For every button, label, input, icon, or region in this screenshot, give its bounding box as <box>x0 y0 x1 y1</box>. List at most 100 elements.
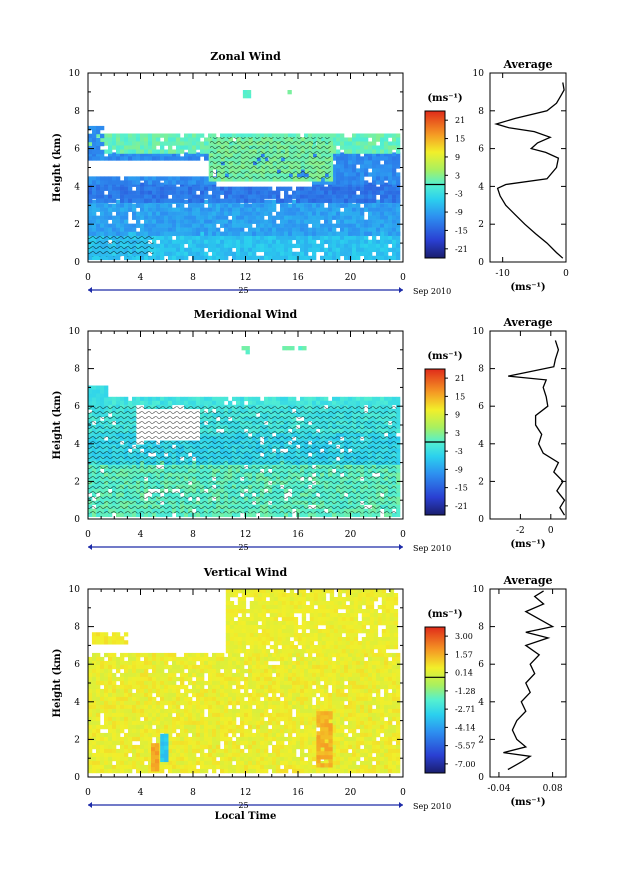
heat-cell <box>140 211 145 216</box>
heat-cell <box>212 215 217 220</box>
heat-cell <box>272 199 277 204</box>
heat-cell <box>244 215 249 220</box>
heat-cell <box>152 235 157 241</box>
heat-cell <box>200 194 205 199</box>
heat-cell <box>352 190 357 195</box>
heat-cell <box>188 137 193 142</box>
heat-cell <box>248 251 253 257</box>
heat-cell <box>160 207 165 212</box>
heat-cell <box>328 190 333 195</box>
heat-cell <box>204 239 209 245</box>
heat-cell <box>92 401 97 406</box>
heat-cell <box>396 190 401 195</box>
heat-cell <box>156 231 161 236</box>
heat-cell <box>356 247 361 253</box>
heat-cell <box>312 190 317 195</box>
heat-cell <box>152 194 157 199</box>
heat-cell <box>224 255 229 261</box>
heat-cell <box>344 152 349 157</box>
heat-cell <box>340 172 345 177</box>
heat-cell <box>264 227 269 232</box>
heat-cell <box>160 211 165 216</box>
heat-cell <box>232 207 237 212</box>
heat-cell <box>164 194 169 199</box>
heat-cell <box>172 231 177 236</box>
heat-cell <box>304 194 309 199</box>
heat-cell <box>268 396 273 402</box>
heat-cell <box>96 149 101 155</box>
heat-cell <box>188 231 193 236</box>
heat-cell <box>348 251 353 257</box>
heat-cell <box>88 182 93 187</box>
heat-cell <box>188 219 193 224</box>
heat-cell <box>340 512 345 518</box>
heat-cell <box>248 133 253 138</box>
heat-cell <box>156 186 161 191</box>
heat-cell <box>108 223 113 228</box>
heat-cell <box>344 251 349 257</box>
heat-cell <box>208 247 213 253</box>
heat-cell <box>396 223 401 228</box>
heat-cell <box>132 198 137 203</box>
heat-cell <box>356 182 361 187</box>
heat-cell <box>252 207 257 212</box>
heat-cell <box>188 133 193 138</box>
heat-cell <box>156 400 161 406</box>
heat-cell <box>316 190 321 195</box>
heat-cell <box>116 190 121 195</box>
heat-cell <box>340 219 345 224</box>
heat-cell <box>164 239 169 245</box>
heat-cell <box>352 255 357 261</box>
heat-cell <box>132 152 137 157</box>
heat-cell <box>228 400 233 406</box>
heat-cell <box>252 190 257 195</box>
heat-cell <box>388 190 393 195</box>
heat-cell <box>288 227 293 232</box>
heat-cell <box>184 396 189 402</box>
heat-cell <box>132 180 137 185</box>
heat-cell <box>388 194 393 199</box>
heat-cell <box>320 243 325 249</box>
heat-cell <box>88 152 93 157</box>
heat-cell <box>148 190 153 195</box>
heat-cell <box>96 145 101 151</box>
heat-cell <box>320 133 325 138</box>
heat-cell <box>360 168 365 173</box>
heat-cell <box>208 133 213 138</box>
heat-cell <box>184 247 189 253</box>
heat-cell <box>176 207 181 212</box>
heat-cell <box>372 156 377 161</box>
heat-cell <box>392 194 397 199</box>
heat-cell <box>372 512 377 518</box>
heat-cell <box>340 156 345 161</box>
heat-cell <box>288 211 293 216</box>
heat-cell <box>292 199 297 204</box>
heat-cell <box>196 243 201 249</box>
heat-cell <box>392 243 397 249</box>
heat-cell <box>156 215 161 220</box>
heat-cell <box>260 194 265 199</box>
heat-cell <box>396 428 401 434</box>
heat-cell <box>264 203 269 208</box>
heat-cell <box>108 176 113 181</box>
heat-cell <box>92 129 97 135</box>
heat-cell <box>252 211 257 216</box>
heat-cell <box>328 161 334 166</box>
heat-cell <box>104 141 109 146</box>
heat-cell <box>396 440 401 445</box>
heat-cell <box>260 400 265 406</box>
heat-cell <box>332 149 337 154</box>
heat-cell <box>192 215 197 220</box>
heat-cell <box>268 247 273 253</box>
heat-cell <box>396 496 401 502</box>
heat-cell <box>336 182 341 187</box>
heat-cell <box>284 396 289 402</box>
heat-cell <box>132 190 137 195</box>
heat-cell <box>396 468 401 474</box>
heat-cell <box>160 182 165 187</box>
heat-cell <box>100 137 105 142</box>
heat-cell <box>96 385 101 390</box>
heat-cell <box>236 194 241 199</box>
heat-cell <box>396 420 401 426</box>
heat-cell <box>292 207 297 212</box>
